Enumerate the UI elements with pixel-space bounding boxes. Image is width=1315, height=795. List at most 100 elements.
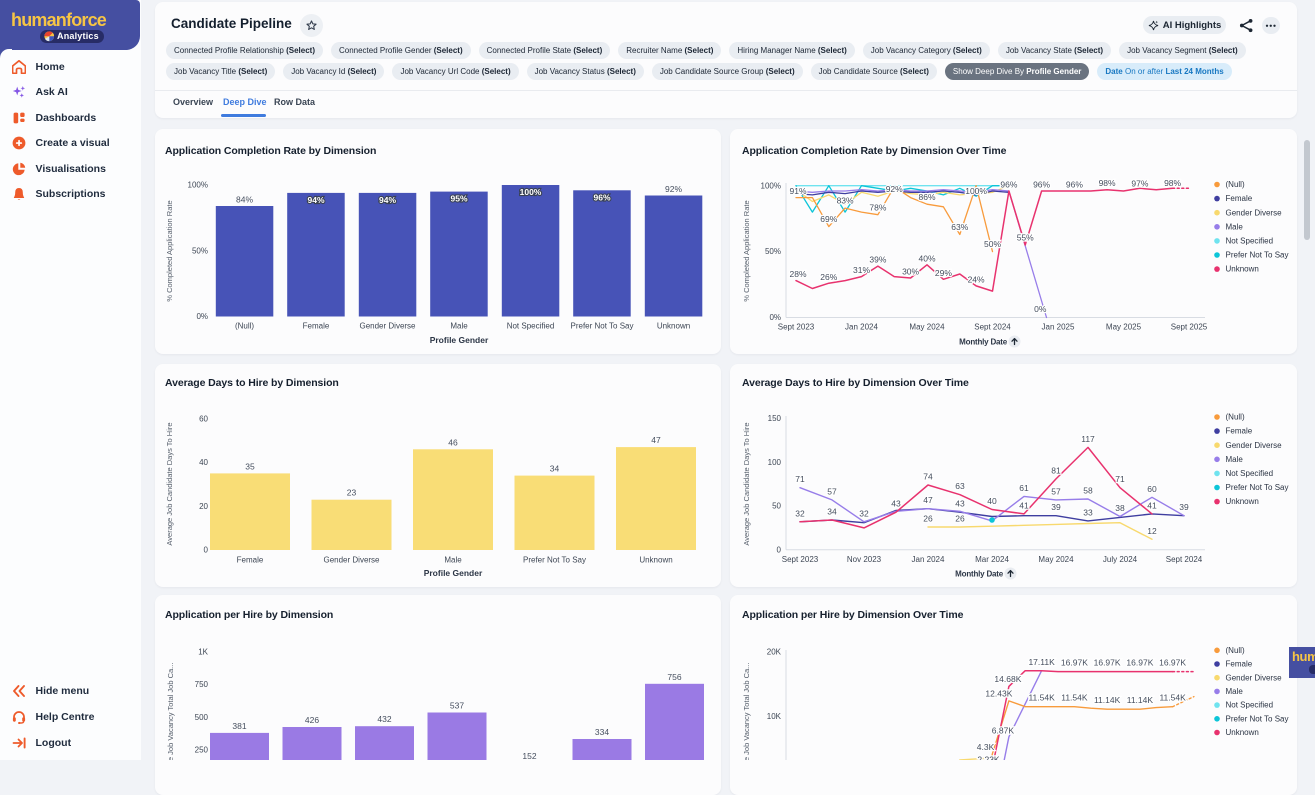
svg-text:96%: 96% — [1033, 180, 1050, 190]
svg-text:117: 117 — [1081, 434, 1095, 444]
svg-text:Prefer Not To Say: Prefer Not To Say — [1226, 251, 1289, 260]
svg-text:0: 0 — [777, 545, 782, 554]
svg-text:Not Specified: Not Specified — [1226, 701, 1274, 710]
svg-text:100%: 100% — [761, 181, 781, 190]
svg-text:74: 74 — [923, 472, 933, 482]
svg-text:23: 23 — [347, 488, 357, 498]
svg-text:250: 250 — [195, 746, 209, 755]
svg-text:Application Completion Rate by: Application Completion Rate by Dimension — [165, 145, 376, 157]
svg-text:July 2024: July 2024 — [1103, 555, 1138, 564]
svg-text:94%: 94% — [307, 195, 324, 205]
svg-text:Male: Male — [1226, 455, 1244, 464]
svg-text:78%: 78% — [869, 202, 886, 212]
svg-text:Sept 2023: Sept 2023 — [782, 555, 819, 564]
svg-text:0: 0 — [204, 546, 209, 555]
svg-text:26%: 26% — [820, 272, 837, 282]
svg-text:43: 43 — [891, 499, 901, 509]
svg-text:750: 750 — [195, 680, 209, 689]
svg-text:May 2024: May 2024 — [909, 323, 945, 332]
svg-text:381: 381 — [232, 721, 246, 731]
svg-text:Female: Female — [303, 322, 330, 331]
svg-text:41: 41 — [1019, 500, 1029, 510]
svg-text:Average Job Candidate Days To: Average Job Candidate Days To Hire — [165, 422, 174, 545]
svg-text:% Completed Application Rate: % Completed Application Rate — [165, 200, 174, 301]
svg-text:20K: 20K — [767, 648, 782, 657]
svg-text:% Completed Application Rate: % Completed Application Rate — [742, 200, 751, 301]
svg-text:150: 150 — [768, 414, 782, 423]
svg-text:32: 32 — [795, 508, 805, 518]
svg-text:Profile Gender: Profile Gender — [424, 568, 483, 578]
svg-text:Female: Female — [1226, 427, 1253, 436]
svg-text:Male: Male — [1226, 222, 1244, 231]
svg-text:12.43K: 12.43K — [985, 689, 1012, 699]
svg-text:50: 50 — [772, 502, 781, 511]
svg-text:0%: 0% — [196, 312, 208, 321]
svg-text:Not Specified: Not Specified — [1226, 237, 1274, 246]
svg-text:71: 71 — [1115, 474, 1125, 484]
svg-text:Prefer Not To Say: Prefer Not To Say — [523, 556, 586, 565]
svg-text:16.97K: 16.97K — [1126, 658, 1153, 668]
svg-text:91%: 91% — [789, 186, 806, 196]
svg-text:Sept 2024: Sept 2024 — [1166, 555, 1203, 564]
svg-text:20: 20 — [199, 502, 208, 511]
svg-text:26: 26 — [955, 514, 965, 524]
svg-text:Gender Diverse: Gender Diverse — [323, 556, 380, 565]
svg-text:Application per Hire by Dimens: Application per Hire by Dimension — [165, 609, 333, 621]
svg-text:39: 39 — [1179, 502, 1189, 512]
svg-text:Gender Diverse: Gender Diverse — [1226, 673, 1283, 682]
svg-text:11.14K: 11.14K — [1094, 695, 1121, 705]
svg-text:41: 41 — [1147, 500, 1157, 510]
svg-text:58: 58 — [1083, 486, 1093, 496]
svg-text:152: 152 — [522, 751, 536, 760]
svg-text:Jan 2024: Jan 2024 — [845, 323, 878, 332]
svg-text:10K: 10K — [767, 712, 782, 721]
svg-text:Sept 2024: Sept 2024 — [974, 323, 1011, 332]
svg-text:33: 33 — [1083, 507, 1093, 517]
svg-text:Gender Diverse: Gender Diverse — [1226, 208, 1283, 217]
svg-text:Average Days to Hire by Dimens: Average Days to Hire by Dimension — [165, 377, 339, 389]
svg-text:39: 39 — [1051, 502, 1061, 512]
svg-text:40: 40 — [987, 496, 997, 506]
svg-text:29%: 29% — [935, 268, 952, 278]
svg-text:43: 43 — [955, 499, 965, 509]
svg-text:6.87K: 6.87K — [992, 725, 1015, 735]
svg-text:11.54K: 11.54K — [1061, 692, 1088, 702]
svg-text:Monthly Date: Monthly Date — [955, 569, 1004, 578]
svg-text:26: 26 — [923, 514, 933, 524]
svg-text:Profile Gender: Profile Gender — [430, 335, 489, 345]
svg-text:Gender Diverse: Gender Diverse — [359, 322, 416, 331]
svg-text:94%: 94% — [379, 195, 396, 205]
svg-text:Monthly Date: Monthly Date — [959, 337, 1008, 346]
svg-text:432: 432 — [377, 714, 391, 724]
svg-text:Unknown: Unknown — [657, 322, 690, 331]
svg-text:Jan 2025: Jan 2025 — [1042, 323, 1075, 332]
svg-text:Nov 2023: Nov 2023 — [847, 555, 882, 564]
svg-text:Application Completion Rate by: Application Completion Rate by Dimension… — [742, 145, 1007, 157]
svg-text:Application per Hire by Dimens: Application per Hire by Dimension Over T… — [742, 609, 964, 621]
svg-text:Female: Female — [1226, 194, 1253, 203]
svg-text:426: 426 — [305, 715, 319, 725]
svg-text:96%: 96% — [1000, 180, 1017, 190]
svg-text:40: 40 — [199, 458, 208, 467]
svg-text:11.54K: 11.54K — [1028, 692, 1055, 702]
svg-text:92%: 92% — [886, 184, 903, 194]
svg-text:34: 34 — [550, 464, 560, 474]
svg-text:92%: 92% — [665, 184, 682, 194]
svg-text:35: 35 — [245, 461, 255, 471]
svg-text:57: 57 — [827, 486, 837, 496]
svg-text:96%: 96% — [1066, 180, 1083, 190]
svg-text:4.3K: 4.3K — [977, 742, 995, 752]
svg-text:28%: 28% — [789, 269, 806, 279]
svg-text:Unknown: Unknown — [1226, 728, 1259, 737]
svg-text:Male: Male — [450, 322, 468, 331]
svg-text:(Null): (Null) — [235, 322, 254, 331]
svg-text:69%: 69% — [820, 214, 837, 224]
svg-text:86%: 86% — [918, 192, 935, 202]
svg-text:Prefer Not To Say: Prefer Not To Say — [1226, 714, 1289, 723]
svg-text:60: 60 — [199, 414, 208, 423]
svg-text:Not Specified: Not Specified — [507, 322, 555, 331]
svg-text:14.68K: 14.68K — [994, 674, 1021, 684]
svg-text:Jan 2024: Jan 2024 — [912, 555, 945, 564]
svg-text:334: 334 — [595, 727, 609, 737]
svg-text:39%: 39% — [869, 255, 886, 265]
